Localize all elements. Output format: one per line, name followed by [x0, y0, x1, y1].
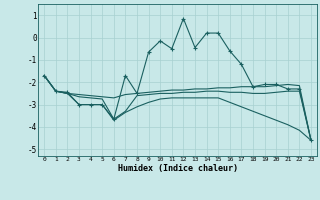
X-axis label: Humidex (Indice chaleur): Humidex (Indice chaleur) — [118, 164, 238, 173]
